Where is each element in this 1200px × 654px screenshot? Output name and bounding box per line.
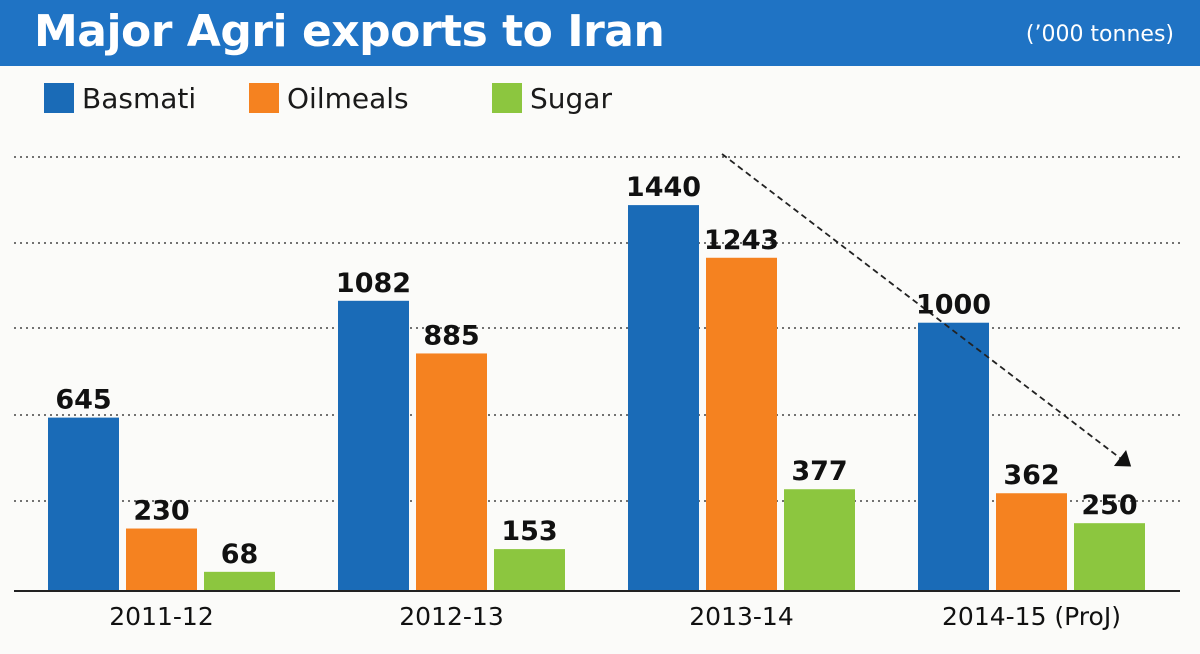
- value-label-oilmeals-1: 885: [423, 320, 479, 351]
- bar-sugar-3: [1074, 523, 1145, 590]
- category-label-0: 2011-12: [109, 602, 213, 631]
- value-label-basmati-2: 1440: [626, 172, 701, 203]
- value-label-oilmeals-0: 230: [133, 496, 189, 527]
- legend-item-basmati: Basmati: [44, 80, 196, 116]
- bar-oilmeals-0: [126, 528, 197, 590]
- legend-swatch-sugar: [492, 83, 522, 113]
- legend-swatch-oilmeals: [249, 83, 279, 113]
- title-bar: Major Agri exports to Iran (’000 tonnes): [0, 0, 1200, 66]
- value-label-sugar-2: 377: [791, 456, 847, 487]
- bar-basmati-3: [918, 322, 989, 590]
- value-label-oilmeals-2: 1243: [704, 225, 779, 256]
- category-label-1: 2012-13: [399, 602, 503, 631]
- legend-item-oilmeals: Oilmeals: [249, 80, 409, 116]
- value-label-basmati-1: 1082: [336, 268, 411, 299]
- bar-oilmeals-3: [996, 493, 1067, 590]
- trend-arrow-line: [721, 153, 1121, 459]
- legend-label-basmati: Basmati: [82, 81, 197, 115]
- legend-label-sugar: Sugar: [530, 81, 612, 115]
- legend: Basmati Oilmeals Sugar: [0, 80, 1200, 116]
- legend-swatch-basmati: [44, 83, 74, 113]
- bar-basmati-0: [48, 417, 119, 590]
- legend-label-oilmeals: Oilmeals: [287, 81, 409, 115]
- value-label-sugar-3: 250: [1081, 490, 1137, 521]
- units-label: (’000 tonnes): [1025, 22, 1174, 47]
- bar-sugar-0: [204, 571, 275, 590]
- value-label-basmati-0: 645: [55, 385, 111, 416]
- value-label-sugar-1: 153: [501, 516, 557, 547]
- category-label-3: 2014-15 (ProJ): [942, 602, 1121, 631]
- value-label-sugar-0: 68: [221, 539, 259, 570]
- category-label-2: 2013-14: [689, 602, 793, 631]
- bar-oilmeals-2: [706, 257, 777, 590]
- bar-basmati-1: [338, 300, 409, 590]
- chart-title: Major Agri exports to Iran: [34, 6, 665, 57]
- trend-arrow-head: [1113, 450, 1132, 467]
- bar-sugar-2: [784, 489, 855, 590]
- bar-sugar-1: [494, 549, 565, 590]
- value-label-oilmeals-3: 362: [1003, 460, 1059, 491]
- bar-oilmeals-1: [416, 353, 487, 590]
- legend-item-sugar: Sugar: [492, 80, 612, 116]
- value-label-basmati-3: 1000: [916, 290, 991, 321]
- bar-basmati-2: [628, 205, 699, 590]
